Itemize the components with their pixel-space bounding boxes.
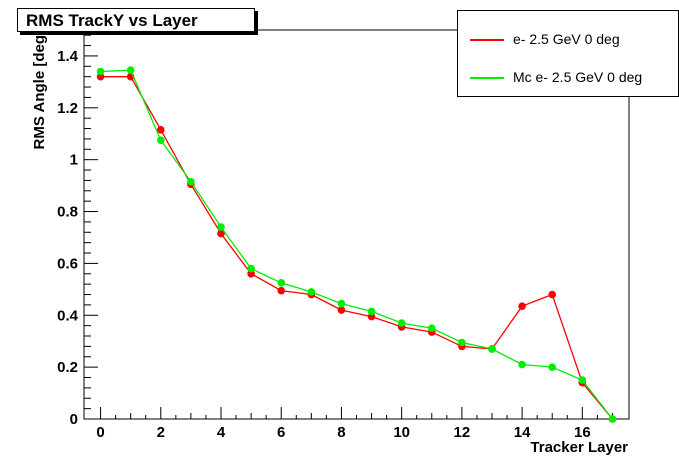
y-tick-label: 1 — [70, 152, 78, 169]
data-point — [337, 299, 346, 308]
x-tick-label: 10 — [393, 424, 410, 441]
x-tick-label: 12 — [454, 424, 471, 441]
legend-label-data: e- 2.5 GeV 0 deg — [513, 31, 620, 47]
x-tick-label: 2 — [157, 424, 165, 441]
x-tick-label: 4 — [217, 424, 226, 441]
x-tick-label: 16 — [574, 424, 591, 441]
data-point — [578, 376, 587, 384]
legend-label-mc: Mc e- 2.5 GeV 0 deg — [513, 69, 643, 85]
data-point — [217, 223, 225, 231]
legend-entry-mc: Mc e- 2.5 GeV 0 deg — [458, 68, 678, 88]
data-point — [458, 338, 466, 347]
legend-entry-data: e- 2.5 GeV 0 deg — [458, 30, 678, 50]
data-point — [488, 345, 496, 353]
legend: e- 2.5 GeV 0 deg Mc e- 2.5 GeV 0 deg — [457, 10, 679, 97]
y-tick-label: 0.4 — [57, 307, 79, 324]
data-point — [518, 302, 526, 310]
x-tick-label: 8 — [337, 424, 345, 441]
data-point — [156, 126, 165, 134]
series-line — [100, 76, 613, 420]
data-point — [608, 415, 617, 423]
y-tick-label: 1.2 — [57, 100, 78, 117]
data-point — [427, 324, 436, 333]
data-point — [397, 319, 406, 327]
y-tick-label: 0.2 — [57, 359, 78, 376]
series-mc — [96, 66, 617, 423]
data-point — [247, 264, 255, 273]
data-point — [548, 290, 557, 299]
x-axis-title: Tracker Layer — [530, 439, 628, 456]
data-point — [548, 363, 557, 371]
data-point — [518, 360, 526, 369]
data-point — [277, 279, 286, 287]
x-tick-label: 6 — [277, 424, 285, 441]
y-axis-title: RMS Angle [deg] — [31, 30, 48, 149]
data-point — [126, 66, 135, 74]
data-point — [96, 67, 105, 76]
y-tick-label: 0.8 — [57, 204, 78, 221]
x-tick-label: 14 — [514, 424, 531, 441]
y-tick-label: 0.6 — [57, 255, 78, 272]
axis-ticks — [84, 34, 613, 420]
data-point — [187, 177, 195, 186]
y-tick-label: 0 — [70, 411, 78, 428]
data-point — [156, 136, 165, 145]
series-line — [100, 69, 613, 420]
series-data — [96, 72, 617, 423]
data-point — [307, 288, 316, 296]
x-tick-label: 0 — [96, 424, 104, 441]
data-point — [337, 306, 346, 314]
data-point — [367, 307, 376, 316]
tick-labels: 0 2 4 6 8 10 12 14 16 0 0.2 0.4 0.6 0.8 1 1.2 1.4 — [57, 48, 591, 441]
data-point — [277, 286, 286, 295]
chart-title: RMS TrackY vs Layer — [17, 8, 255, 32]
y-tick-label: 1.4 — [57, 48, 79, 65]
legend-swatch-data — [470, 39, 504, 41]
series-group — [96, 66, 617, 423]
data-point — [217, 229, 225, 238]
legend-swatch-mc — [470, 77, 504, 79]
